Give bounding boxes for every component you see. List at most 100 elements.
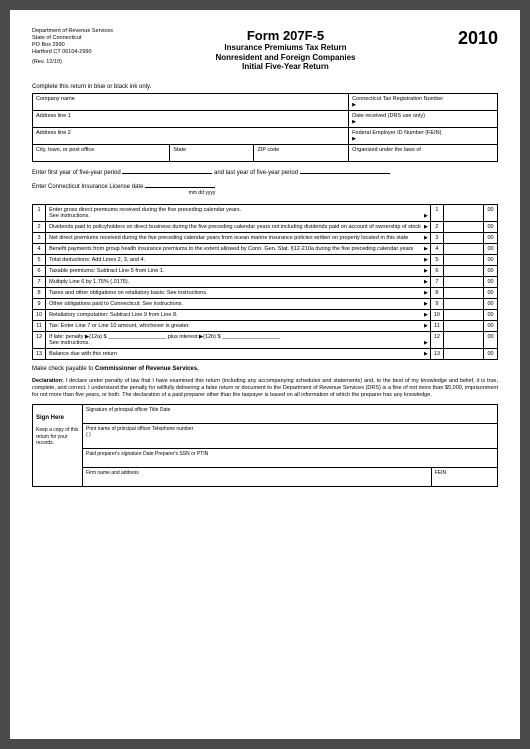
amount-input[interactable]	[444, 320, 484, 331]
amount-input[interactable]	[444, 204, 484, 221]
preparer-cell[interactable]: Paid preparer's signature Date Preparer'…	[83, 449, 498, 468]
row-num: 9	[33, 298, 46, 309]
dept-l2: State of Connecticut	[32, 35, 113, 42]
cents: 00	[484, 254, 498, 265]
license-date-line: Enter Connecticut Insurance License date…	[32, 184, 498, 196]
amount-input[interactable]	[444, 331, 484, 348]
reg-number-cell[interactable]: Connecticut Tax Registration Number	[349, 93, 498, 110]
organized-cell[interactable]: Organized under the laws of	[349, 144, 498, 161]
address1-cell[interactable]: Address line 1	[33, 110, 349, 127]
amount-input[interactable]	[444, 221, 484, 232]
row-desc: Tax: Enter Line 7 or Line 10 amount, whi…	[46, 320, 431, 331]
calc-row-6: 6Taxable premiums: Subtract Line 5 from …	[33, 265, 498, 276]
subtitle-1: Insurance Premiums Tax Return	[113, 43, 458, 53]
row-num: 13	[33, 348, 46, 359]
form-number: Form 207F-5	[113, 28, 458, 43]
calc-row-11: 11Tax: Enter Line 7 or Line 10 amount, w…	[33, 320, 498, 331]
calc-row-1: 1Enter gross direct premiums received du…	[33, 204, 498, 221]
company-name-cell[interactable]: Company name	[33, 93, 349, 110]
dept-l4: Hartford CT 06104-2990	[32, 49, 113, 56]
info-table: Company name Connecticut Tax Registratio…	[32, 93, 498, 162]
print-name-cell[interactable]: Print name of principal officer Telephon…	[83, 424, 498, 449]
row-num-right: 1	[430, 204, 443, 221]
dept-block: Department of Revenue Services State of …	[32, 28, 113, 65]
calc-row-5: 5Total deductions: Add Lines 2, 3, and 4…	[33, 254, 498, 265]
cents: 00	[484, 320, 498, 331]
row-desc: Retaliatory computation: Subtract Line 9…	[46, 309, 431, 320]
amount-input[interactable]	[444, 348, 484, 359]
license-date-input[interactable]	[145, 187, 215, 188]
amount-input[interactable]	[444, 298, 484, 309]
cents: 00	[484, 232, 498, 243]
amount-input[interactable]	[444, 243, 484, 254]
signature-cell[interactable]: Signature of principal officer Title Dat…	[83, 405, 498, 424]
arrow-icon: ▶	[424, 301, 428, 307]
calc-row-10: 10Retaliatory computation: Subtract Line…	[33, 309, 498, 320]
arrow-icon: ▶	[424, 323, 428, 329]
subtitle-3: Initial Five-Year Return	[113, 62, 458, 72]
arrow-icon: ▶	[424, 312, 428, 318]
cents: 00	[484, 243, 498, 254]
arrow-icon: ▶	[424, 279, 428, 285]
arrow-icon: ▶	[424, 268, 428, 274]
arrow-icon: ▶	[424, 340, 428, 346]
calc-row-2: 2Dividends paid to policyholders on dire…	[33, 221, 498, 232]
amount-input[interactable]	[444, 276, 484, 287]
row-num-right: 10	[430, 309, 443, 320]
amount-input[interactable]	[444, 287, 484, 298]
amount-input[interactable]	[444, 232, 484, 243]
firm-cell[interactable]: Firm name and address	[83, 468, 432, 487]
row-desc: Multiply Line 6 by 1.75% (.0175).▶	[46, 276, 431, 287]
arrow-icon: ▶	[424, 235, 428, 241]
row-num: 2	[33, 221, 46, 232]
row-num: 5	[33, 254, 46, 265]
row-num-right: 4	[430, 243, 443, 254]
cents: 00	[484, 221, 498, 232]
row-num: 7	[33, 276, 46, 287]
dept-l3: PO Box 2990	[32, 42, 113, 49]
ink-instruction: Complete this return in blue or black in…	[32, 84, 498, 90]
row-num: 1	[33, 204, 46, 221]
row-desc: Enter gross direct premiums received dur…	[46, 204, 431, 221]
date-received-cell: Date received (DRS use only)	[349, 110, 498, 127]
amount-input[interactable]	[444, 254, 484, 265]
row-num-right: 7	[430, 276, 443, 287]
header: Department of Revenue Services State of …	[32, 28, 498, 72]
subtitle-2: Nonresident and Foreign Companies	[113, 53, 458, 63]
row-desc: If late: penalty ▶(12a) $ ______________…	[46, 331, 431, 348]
row-desc: Net direct premiums received during the …	[46, 232, 431, 243]
row-num-right: 2	[430, 221, 443, 232]
fein-cell[interactable]: Federal Employer ID Number (FEIN)	[349, 127, 498, 144]
cents: 00	[484, 287, 498, 298]
amount-input[interactable]	[444, 309, 484, 320]
sign-left: Sign Here Keep a copy of this return for…	[33, 405, 83, 487]
row-num-right: 12	[430, 331, 443, 348]
address2-cell[interactable]: Address line 2	[33, 127, 349, 144]
row-desc: Taxes and other obligations on retaliato…	[46, 287, 431, 298]
form-page: Department of Revenue Services State of …	[10, 10, 520, 739]
cents: 00	[484, 276, 498, 287]
row-num: 4	[33, 243, 46, 254]
first-year-input[interactable]	[122, 173, 212, 174]
row-num-right: 11	[430, 320, 443, 331]
firm-fein-cell[interactable]: FEIN	[431, 468, 497, 487]
arrow-icon: ▶	[424, 351, 428, 357]
amount-input[interactable]	[444, 265, 484, 276]
revision: (Rev. 12/10)	[32, 59, 113, 65]
tax-year: 2010	[458, 28, 498, 49]
calc-row-7: 7Multiply Line 6 by 1.75% (.0175).▶7 00	[33, 276, 498, 287]
calc-row-9: 9Other obligations paid to Connecticut: …	[33, 298, 498, 309]
cents: 00	[484, 298, 498, 309]
last-year-input[interactable]	[300, 173, 390, 174]
row-num: 6	[33, 265, 46, 276]
row-num-right: 5	[430, 254, 443, 265]
state-cell[interactable]: State	[170, 144, 254, 161]
zip-cell[interactable]: ZIP code	[254, 144, 349, 161]
row-num-right: 3	[430, 232, 443, 243]
city-cell[interactable]: City, town, or post office	[33, 144, 170, 161]
row-num-right: 6	[430, 265, 443, 276]
declaration: Declaration: I declare under penalty of …	[32, 378, 498, 399]
arrow-icon: ▶	[424, 257, 428, 263]
arrow-icon: ▶	[424, 224, 428, 230]
row-num: 10	[33, 309, 46, 320]
